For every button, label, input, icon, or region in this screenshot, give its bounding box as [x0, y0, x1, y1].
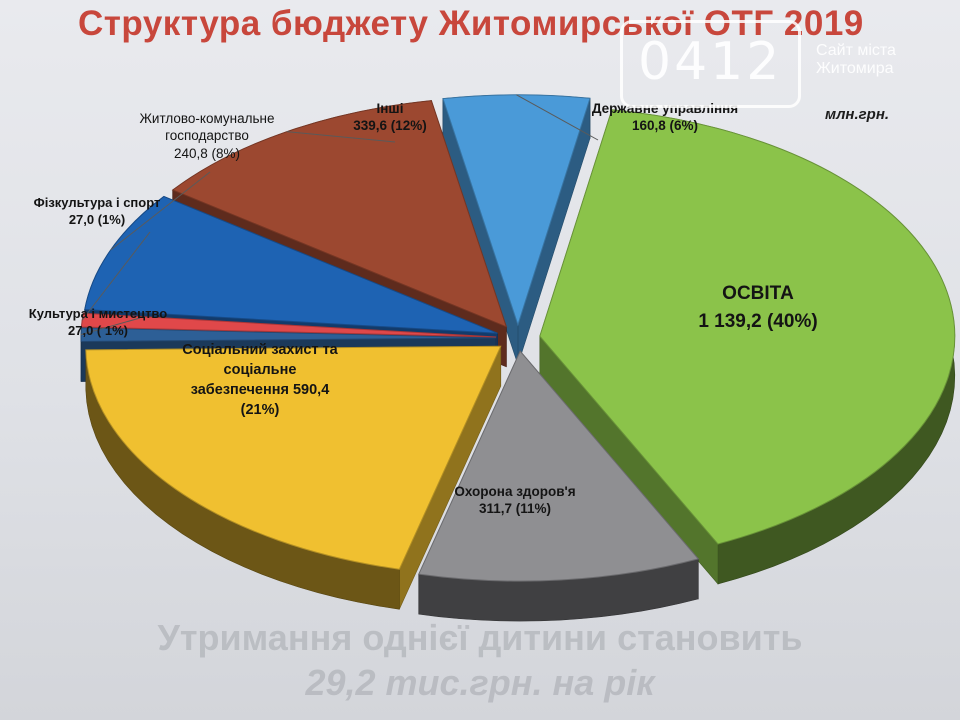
pie-slice-3 — [80, 327, 497, 343]
leader-line-6 — [286, 131, 396, 143]
leader-line-3 — [80, 317, 141, 336]
watermark-frame — [620, 20, 801, 108]
slice-label-other: Інші 339,6 (12%) — [353, 101, 427, 134]
slice-label-sport: Фізкультура і спорт 27,0 (1%) — [33, 195, 161, 227]
slice-label-social: Соціальний захист та соціальне забезпече… — [182, 342, 338, 418]
pie-slice-4 — [80, 312, 497, 338]
watermark-site-line: Житомира — [816, 60, 894, 78]
chart-title: Структура бюджету Житомирської ОТГ 2019 — [78, 4, 864, 43]
unit-label: млн.грн. — [825, 106, 890, 123]
pie-slice-1 — [418, 350, 700, 582]
watermark-number: 0412 — [638, 32, 783, 92]
background-caption-line: Утримання однієї дитини становить — [157, 617, 803, 658]
leader-line-7 — [516, 94, 599, 141]
slice-label-housing: Житлово-комунальне господарство 240,8 (8… — [139, 111, 275, 161]
pie-slice-0 — [539, 109, 956, 545]
leader-line-4 — [81, 231, 151, 321]
slice-label-osvita: ОСВІТА 1 139,2 (40%) — [698, 283, 818, 332]
background-caption-line: 29,2 тис.грн. на рік — [305, 662, 655, 703]
watermark-site-name: Сайт міста Житомира — [816, 42, 896, 79]
leader-line-5 — [110, 171, 211, 251]
watermark-site-line: Сайт міста — [816, 42, 896, 59]
site-watermark: 0412 Сайт міста Житомира — [620, 14, 950, 134]
pie-slice-5 — [84, 195, 498, 334]
slice-label-culture: Культура і мистецтво 27,0 ( 1%) — [28, 306, 168, 338]
background-caption: Утримання однієї дитини становить 29,2 т… — [0, 615, 960, 705]
slice-label-health: Охорона здоров'я 311,7 (11%) — [454, 484, 576, 517]
pie-slice-2 — [85, 345, 502, 570]
